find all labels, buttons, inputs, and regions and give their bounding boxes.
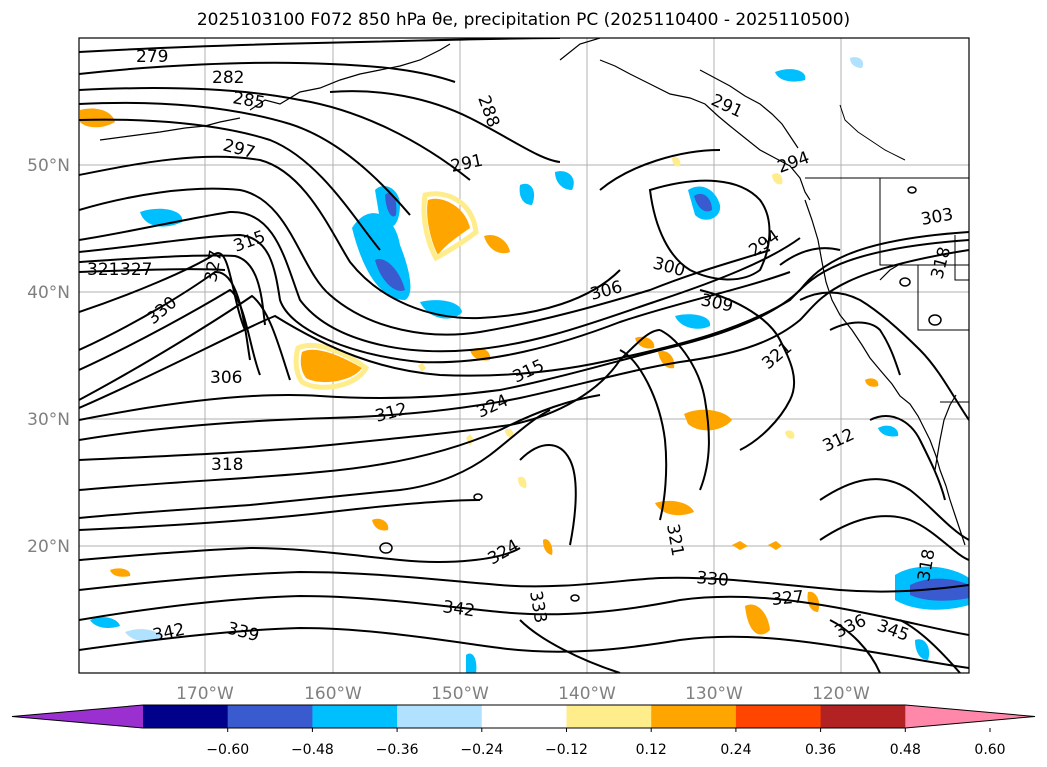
map-background	[79, 38, 969, 673]
colorbar-segment	[227, 705, 313, 728]
precip-yellow-area	[785, 430, 795, 439]
longitude-tick-label: 160°W	[304, 684, 362, 704]
longitude-tick-label: 120°W	[812, 684, 870, 704]
precip-yellow-area	[772, 173, 783, 185]
precip-orange-area	[865, 378, 879, 387]
political-borders	[805, 104, 969, 403]
precip-orange-area	[427, 198, 470, 255]
contour-label: 318	[211, 455, 243, 475]
precip-light-blue-area	[850, 57, 864, 68]
colorbar-segment	[312, 705, 398, 728]
contour-label: 321	[87, 260, 119, 280]
figure-title: 2025103100 F072 850 hPa θe, precipitatio…	[196, 10, 851, 30]
precip-dark-blue-area	[910, 578, 969, 601]
precip-dark-blue-area	[375, 259, 405, 291]
precip-orange-area	[745, 604, 770, 635]
precip-orange-area	[484, 234, 510, 254]
precip-orange-area	[807, 591, 820, 612]
colorbar-extend-low	[12, 705, 143, 728]
precip-yellow-area	[421, 191, 479, 262]
longitude-tick-labels: 170°W 160°W 150°W 140°W 130°W 120°W	[176, 684, 870, 704]
colorbar-tick-label: −0.24	[460, 742, 503, 758]
longitude-tick-label: 150°W	[431, 684, 489, 704]
precip-blue-area	[519, 183, 535, 205]
contour-label: 306	[210, 368, 242, 388]
colorbar-segment	[397, 705, 483, 728]
colorbar-segment	[651, 705, 737, 728]
precip-light-blue-area	[125, 629, 162, 642]
latitude-tick-label: 30°N	[27, 410, 70, 430]
latitude-tick-label: 50°N	[27, 156, 70, 176]
latitude-tick-label: 20°N	[27, 537, 70, 557]
contour-label: 327	[771, 587, 805, 610]
precip-orange-area	[80, 108, 115, 128]
precip-orange-area	[470, 348, 491, 361]
precip-blue-area	[675, 314, 711, 329]
precip-dark-blue-area	[385, 192, 397, 217]
precip-yellow-area	[418, 362, 426, 372]
colorbar-extend-high	[905, 705, 1035, 728]
colorbar-segment	[143, 705, 229, 728]
colorbar-segment	[566, 705, 652, 728]
colorbar-tick-label: 0.36	[805, 742, 836, 758]
precip-yellow-area	[518, 476, 527, 488]
colorbar: −0.60 −0.48 −0.36 −0.24 −0.12 0.12 0.24 0.36 0.4…	[11, 704, 1036, 758]
longitude-tick-label: 140°W	[558, 684, 616, 704]
precip-orange-area	[543, 539, 553, 555]
precip-blue-area	[555, 171, 574, 190]
precip-orange-area	[110, 568, 131, 577]
contour-label: 330	[696, 568, 730, 591]
colorbar-tick-label: 0.24	[720, 742, 751, 758]
colorbar-tick-label: 0.60	[974, 742, 1005, 758]
colorbar-segment	[820, 705, 906, 728]
precip-blue-area	[420, 300, 462, 319]
latitude-tick-label: 40°N	[27, 283, 70, 303]
latitude-tick-labels: 50°N 40°N 30°N 20°N	[27, 156, 70, 557]
precip-orange-area	[732, 541, 748, 550]
colorbar-tick-label: −0.60	[206, 742, 249, 758]
contour-label: 279	[136, 47, 168, 67]
theta-e-contours	[79, 38, 969, 673]
precip-yellow-area	[466, 434, 474, 446]
precip-orange-area	[768, 541, 782, 550]
colorbar-tick-label: −0.36	[376, 742, 419, 758]
precip-blue-area	[915, 639, 930, 660]
colorbar-segment	[481, 705, 567, 728]
precip-dark-blue-area	[694, 193, 712, 212]
precip-blue-area	[775, 69, 806, 82]
contour-label: 282	[212, 68, 244, 88]
theta-e-small-contours	[379, 186, 942, 602]
precip-orange-area	[300, 349, 362, 383]
colorbar-segment	[735, 705, 822, 728]
precip-blue-area	[878, 425, 899, 437]
plot-frame	[78, 37, 970, 674]
colorbar-tick-label: 0.12	[636, 742, 667, 758]
precip-blue-area	[90, 617, 120, 628]
longitude-tick-label: 130°W	[685, 684, 743, 704]
contour-label: 342	[441, 597, 476, 621]
precip-yellow-area	[672, 156, 681, 167]
colorbar-tick-label: −0.12	[545, 742, 588, 758]
precip-orange-area	[655, 500, 694, 516]
longitude-tick-label: 170°W	[176, 684, 234, 704]
colorbar-tick-label: −0.48	[291, 742, 334, 758]
colorbar-tick-label: 0.48	[890, 742, 921, 758]
contour-label: 327	[120, 260, 152, 280]
precip-yellow-area	[505, 428, 514, 438]
precip-orange-area	[372, 518, 389, 531]
colorbar-outline	[11, 704, 1036, 729]
precip-blue-area	[466, 653, 477, 673]
precip-yellow-area	[293, 342, 370, 390]
